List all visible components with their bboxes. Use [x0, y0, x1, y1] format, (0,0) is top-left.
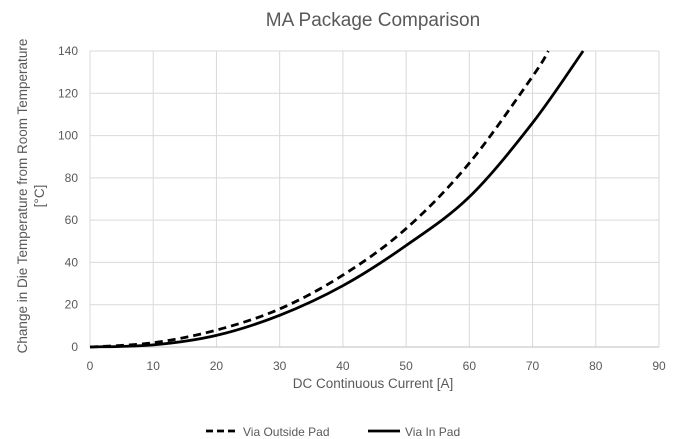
x-tick-label-10: 10	[147, 359, 161, 373]
y-tick-label-120: 120	[58, 86, 78, 100]
y-axis-label: Change in Die Temperature from Room Temp…	[15, 39, 47, 354]
y-axis-label-line-1: Change in Die Temperature from Room Temp…	[15, 39, 30, 354]
x-tick-label-90: 90	[652, 359, 666, 373]
y-tick-label-0: 0	[71, 340, 78, 354]
y-tick-label-140: 140	[58, 44, 78, 58]
y-tick-label-20: 20	[65, 298, 79, 312]
y-axis-label-line-2: [°C]	[32, 185, 47, 208]
grid	[89, 50, 660, 348]
legend: Via Outside Pad Via In Pad	[206, 425, 460, 439]
x-tick-label-50: 50	[399, 359, 413, 373]
x-tick-label-70: 70	[526, 359, 540, 373]
series-lines	[89, 50, 585, 349]
series-line-via-outside-pad	[89, 50, 550, 349]
legend-label-via-in-pad: Via In Pad	[405, 425, 460, 439]
legend-label-via-outside-pad: Via Outside Pad	[243, 425, 330, 439]
x-tick-label-30: 30	[273, 359, 287, 373]
x-tick-label-80: 80	[589, 359, 603, 373]
y-tick-label-80: 80	[65, 171, 79, 185]
x-tick-label-20: 20	[210, 359, 224, 373]
series-line-via-in-pad	[89, 50, 585, 349]
x-tick-label-0: 0	[87, 359, 94, 373]
chart-title: MA Package Comparison	[266, 10, 480, 31]
y-tick-label-40: 40	[65, 255, 79, 269]
x-tick-label-40: 40	[336, 359, 350, 373]
y-tick-label-100: 100	[58, 129, 78, 143]
y-tick-label-60: 60	[65, 213, 79, 227]
tick-labels: 0 20 40 60 80 100 120 140 0 10 20 30 40 50 60 70 80 90	[58, 44, 666, 373]
x-tick-label-60: 60	[463, 359, 477, 373]
x-axis-label: DC Continuous Current [A]	[293, 376, 454, 391]
